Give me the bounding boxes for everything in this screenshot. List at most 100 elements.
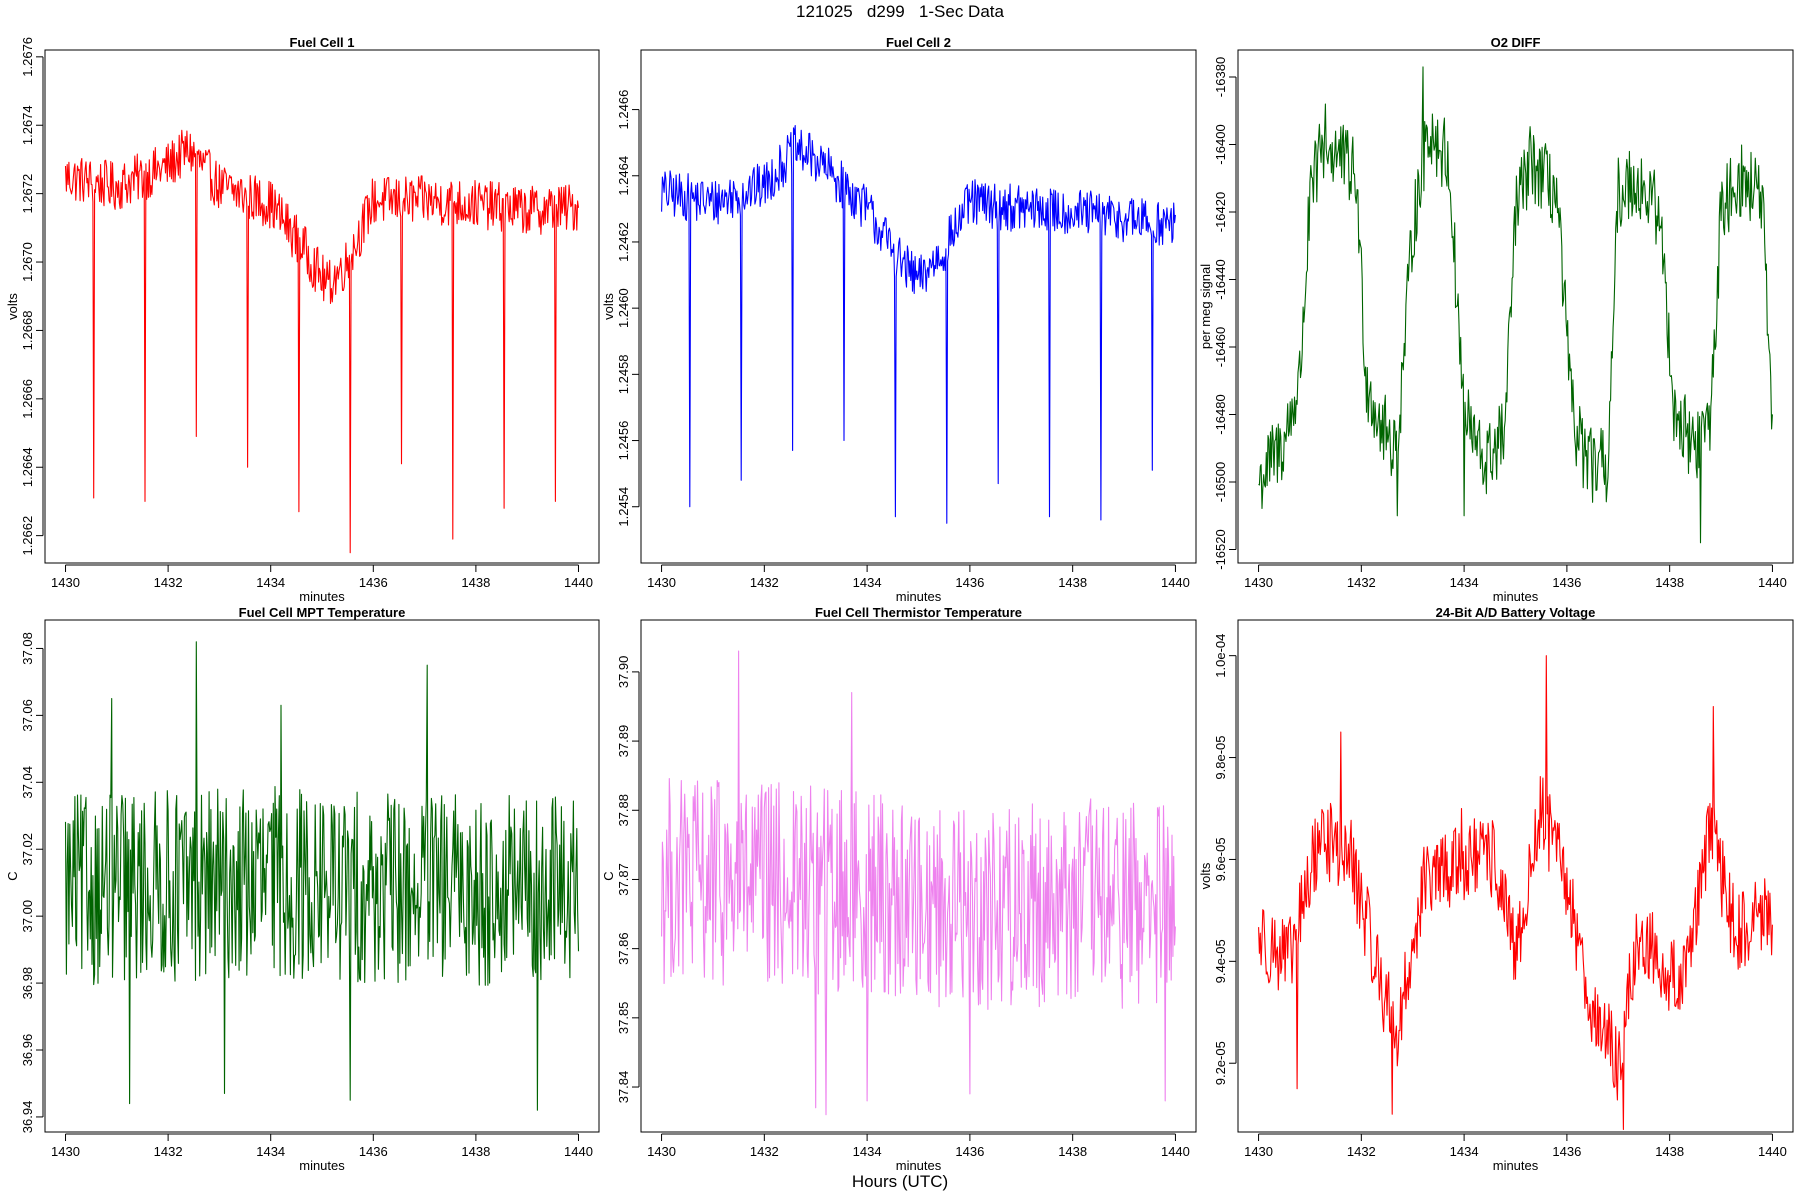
- x-tick-label: 1440: [1758, 1144, 1787, 1159]
- y-tick-label: 36.98: [20, 967, 35, 1000]
- series-line: [661, 650, 1176, 1116]
- plot-frame: [640, 49, 1197, 564]
- x-tick-label: 1438: [1058, 575, 1087, 590]
- panel-2: Fuel Cell 2 1430 1432 1434 1436 1438 1440 minut…: [601, 35, 1197, 604]
- panel-title: Fuel Cell Thermistor Temperature: [815, 605, 1022, 620]
- y-tick-label: -16500: [1213, 462, 1228, 502]
- y-tick-label: 1.2668: [20, 311, 35, 351]
- series-line: [1258, 66, 1773, 544]
- y-tick-label: 1.2672: [20, 174, 35, 214]
- y-tick-label: 1.2676: [20, 37, 35, 77]
- x-tick-label: 1434: [853, 1144, 882, 1159]
- panel-6: 24-Bit A/D Battery Voltage 1430 1432 1434 14…: [1198, 605, 1794, 1173]
- y-tick-label: 1.2460: [616, 288, 631, 328]
- x-tick-label: 1430: [51, 1144, 80, 1159]
- panel-5: Fuel Cell Thermistor Temperature 1430 1432…: [601, 605, 1197, 1173]
- series-line: [64, 641, 580, 1111]
- y-axis-label: C: [5, 871, 20, 880]
- panel-3: O2 DIFF 1430 1432 1434 1436 1438 1440 minutes -1…: [1198, 35, 1794, 604]
- x-axis-label: minutes: [1493, 1158, 1539, 1173]
- y-tick-label: -16420: [1213, 192, 1228, 232]
- x-axis-label: minutes: [896, 1158, 942, 1173]
- y-tick-label: 37.90: [616, 656, 631, 689]
- y-tick-label: 1.2674: [20, 105, 35, 145]
- y-tick-label: 1.0e-04: [1213, 634, 1228, 678]
- panel-1: Fuel Cell 1 1430 1432 1434 1436 1438 1440 minut…: [5, 35, 600, 604]
- x-tick-label: 1440: [1161, 575, 1190, 590]
- x-tick-label: 1436: [1552, 1144, 1581, 1159]
- x-tick-label: 1432: [1347, 1144, 1376, 1159]
- y-tick-label: -16400: [1213, 124, 1228, 164]
- y-tick-label: 37.86: [616, 932, 631, 965]
- y-tick-label: 1.2462: [616, 222, 631, 262]
- y-tick-label: 9.6e-05: [1213, 837, 1228, 881]
- y-tick-label: 37.87: [616, 863, 631, 896]
- x-tick-label: 1440: [1161, 1144, 1190, 1159]
- x-tick-label: 1434: [1450, 1144, 1479, 1159]
- x-tick-label: 1430: [51, 575, 80, 590]
- panel-title: Fuel Cell 2: [886, 35, 951, 50]
- y-axis-label: volts: [5, 293, 20, 320]
- y-tick-label: 37.08: [20, 632, 35, 665]
- x-tick-label: 1436: [955, 1144, 984, 1159]
- y-tick-label: -16520: [1213, 529, 1228, 569]
- panel-4: Fuel Cell MPT Temperature 1430 1432 1434 143…: [5, 605, 600, 1173]
- y-axis-label: per meg signal: [1198, 264, 1213, 349]
- y-tick-label: 37.88: [616, 794, 631, 827]
- x-tick-label: 1434: [1450, 575, 1479, 590]
- x-tick-label: 1432: [1347, 575, 1376, 590]
- y-axis-label: C: [601, 871, 616, 880]
- y-tick-label: 37.84: [616, 1071, 631, 1104]
- y-tick-label: 1.2458: [616, 354, 631, 394]
- series-line: [661, 124, 1176, 524]
- y-tick-label: 37.06: [20, 699, 35, 732]
- x-axis-label: minutes: [896, 589, 942, 604]
- panel-title: Fuel Cell MPT Temperature: [239, 605, 406, 620]
- y-tick-label: 36.96: [20, 1034, 35, 1067]
- y-tick-label: 1.2662: [20, 516, 35, 556]
- x-tick-label: 1430: [647, 575, 676, 590]
- y-tick-label: 1.2464: [616, 156, 631, 196]
- x-tick-label: 1434: [853, 575, 882, 590]
- x-tick-label: 1436: [359, 575, 388, 590]
- y-tick-label: 1.2666: [20, 379, 35, 419]
- x-tick-label: 1436: [359, 1144, 388, 1159]
- x-tick-label: 1432: [154, 1144, 183, 1159]
- y-tick-label: 36.94: [20, 1101, 35, 1134]
- panel-title: O2 DIFF: [1491, 35, 1541, 50]
- y-tick-label: 37.85: [616, 1002, 631, 1035]
- y-axis-label: volts: [1198, 862, 1213, 889]
- x-tick-label: 1430: [1244, 1144, 1273, 1159]
- y-tick-label: -16460: [1213, 327, 1228, 367]
- x-axis-label: minutes: [299, 589, 345, 604]
- x-tick-label: 1440: [564, 1144, 593, 1159]
- panel-title: Fuel Cell 1: [289, 35, 354, 50]
- y-axis-label: volts: [601, 293, 616, 320]
- x-tick-label: 1438: [1655, 1144, 1684, 1159]
- x-tick-label: 1438: [461, 1144, 490, 1159]
- x-tick-label: 1434: [256, 575, 285, 590]
- plot-frame: [640, 619, 1197, 1133]
- x-tick-label: 1434: [256, 1144, 285, 1159]
- series-line: [64, 129, 580, 554]
- y-tick-label: 1.2664: [20, 447, 35, 487]
- x-tick-label: 1430: [1244, 575, 1273, 590]
- x-tick-label: 1430: [647, 1144, 676, 1159]
- y-tick-label: -16440: [1213, 259, 1228, 299]
- plot-frame: [1237, 49, 1794, 564]
- x-tick-label: 1438: [1655, 575, 1684, 590]
- plot-frame: [44, 49, 600, 564]
- y-tick-label: 1.2466: [616, 90, 631, 130]
- y-tick-label: 37.00: [20, 900, 35, 933]
- y-tick-label: 1.2454: [616, 487, 631, 527]
- y-tick-label: 9.8e-05: [1213, 736, 1228, 780]
- plot-frame: [1237, 619, 1794, 1133]
- y-tick-label: -16380: [1213, 57, 1228, 97]
- y-tick-label: 37.89: [616, 725, 631, 758]
- y-tick-label: 9.2e-05: [1213, 1041, 1228, 1085]
- x-tick-label: 1436: [1552, 575, 1581, 590]
- y-tick-label: 37.04: [20, 766, 35, 799]
- x-tick-label: 1432: [154, 575, 183, 590]
- x-tick-label: 1440: [1758, 575, 1787, 590]
